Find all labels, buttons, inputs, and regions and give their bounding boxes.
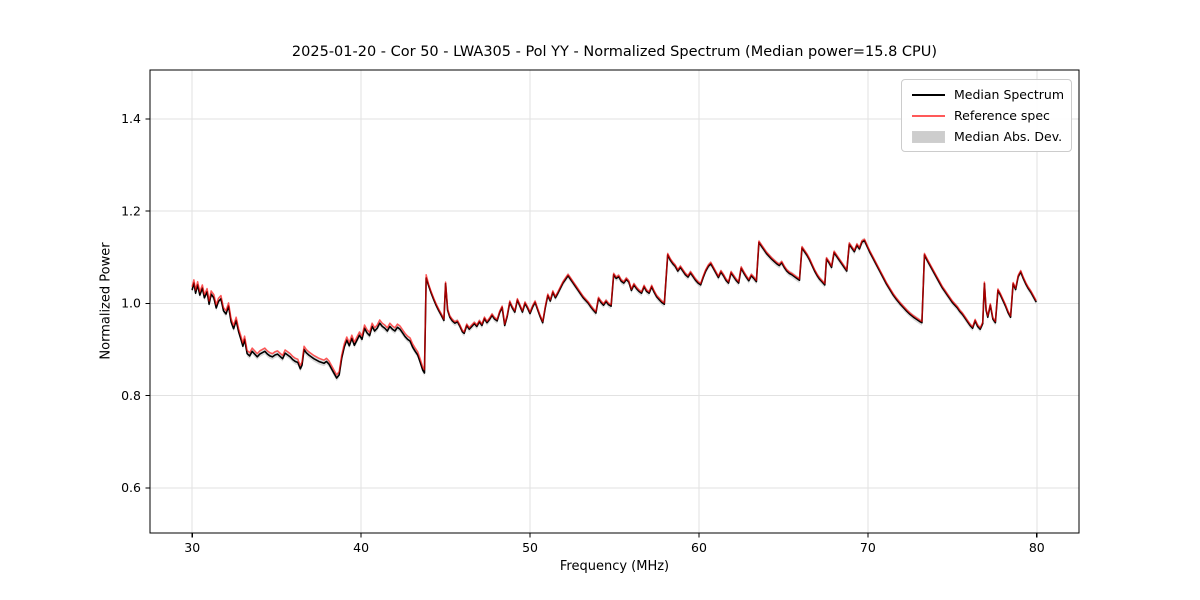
x-tick-label: 50	[522, 540, 538, 555]
x-tick-label: 80	[1029, 540, 1045, 555]
chart-title: 2025-01-20 - Cor 50 - LWA305 - Pol YY - …	[291, 44, 938, 60]
y-tick-label: 0.8	[121, 388, 141, 403]
legend-label-mad: Median Abs. Dev.	[954, 129, 1063, 144]
y-tick-label: 1.0	[121, 296, 141, 311]
legend-item-reference-spec: Reference spec	[912, 107, 1061, 124]
legend-label-reference: Reference spec	[954, 108, 1050, 123]
legend-item-median-spectrum: Median Spectrum	[912, 86, 1065, 103]
legend-line-sample-median	[912, 93, 945, 96]
y-tick-label: 1.2	[121, 203, 141, 218]
legend: Median Spectrum Reference spec Median Ab…	[901, 79, 1072, 152]
x-tick-label: 40	[353, 540, 369, 555]
x-axis-label: Frequency (MHz)	[559, 559, 670, 574]
y-axis-label: Normalized Power	[98, 242, 114, 360]
legend-item-mad: Median Abs. Dev.	[912, 128, 1063, 145]
x-tick-label: 60	[691, 540, 707, 555]
x-tick-label: 30	[184, 540, 200, 555]
legend-patch-sample-mad	[912, 130, 945, 143]
reference-spec-line	[191, 238, 1037, 376]
axes-frame	[149, 69, 1080, 534]
y-tick-label: 0.6	[121, 480, 141, 495]
legend-line-sample-reference	[912, 114, 945, 117]
y-tick-label: 1.4	[121, 111, 141, 126]
mad-band	[192, 237, 1036, 382]
legend-label-median: Median Spectrum	[954, 87, 1065, 102]
x-tick-label: 70	[860, 540, 876, 555]
